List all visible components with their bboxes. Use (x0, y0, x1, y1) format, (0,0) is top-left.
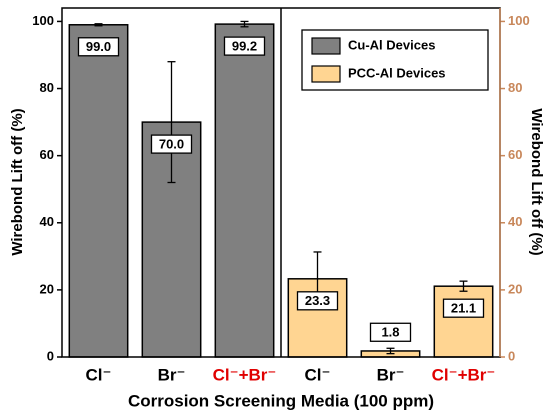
y2-tick-label: 80 (508, 80, 522, 95)
x-tick-label: Br⁻ (377, 365, 405, 384)
value-label-box (442, 298, 485, 318)
y-tick-label: 80 (40, 80, 54, 95)
value-label: 99.2 (232, 39, 257, 54)
x-tick-label: Cl⁻ (305, 365, 331, 384)
y2-tick-label: 40 (508, 214, 522, 229)
value-label-box (150, 134, 193, 154)
bar (68, 24, 129, 358)
legend-swatch (311, 37, 341, 55)
y2-tick-label: 60 (508, 147, 522, 162)
y-tick-label: 0 (47, 348, 54, 363)
x-tick-label: Cl⁻+Br⁻ (432, 365, 496, 384)
y2-tick-label: 20 (508, 281, 522, 296)
value-label-box (296, 291, 339, 311)
x-tick-label: Cl⁻ (86, 365, 112, 384)
value-label-box (223, 36, 266, 56)
legend-swatch (311, 65, 341, 83)
y2-tick-label: 100 (508, 13, 530, 28)
value-label: 99.0 (86, 39, 111, 54)
y2-axis-label: Wirebond Lift off (%) (528, 108, 545, 255)
legend-label: PCC-Al Devices (348, 65, 446, 80)
value-label: 21.1 (451, 301, 476, 316)
x-axis-label: Corrosion Screening Media (100 ppm) (128, 391, 434, 410)
y2-tick-label: 0 (508, 348, 515, 363)
error-bar (167, 61, 176, 184)
value-label: 1.8 (381, 325, 399, 340)
bar (214, 23, 275, 358)
error-bar (240, 20, 249, 28)
x-tick-label: Cl⁻+Br⁻ (213, 365, 277, 384)
value-label: 23.3 (305, 293, 330, 308)
y-axis-label: Wirebond Lift off (%) (9, 108, 26, 255)
y-tick-label: 100 (32, 13, 54, 28)
error-bar (94, 23, 103, 27)
y-tick-label: 20 (40, 281, 54, 296)
y-tick-label: 40 (40, 214, 54, 229)
value-label: 70.0 (159, 137, 184, 152)
value-label-box (77, 37, 120, 57)
value-label-box (369, 322, 412, 342)
bar (433, 285, 494, 358)
error-bar (386, 347, 395, 355)
legend-label: Cu-Al Devices (348, 37, 435, 52)
error-bar (459, 280, 468, 292)
x-tick-label: Br⁻ (158, 365, 186, 384)
y-tick-label: 60 (40, 147, 54, 162)
